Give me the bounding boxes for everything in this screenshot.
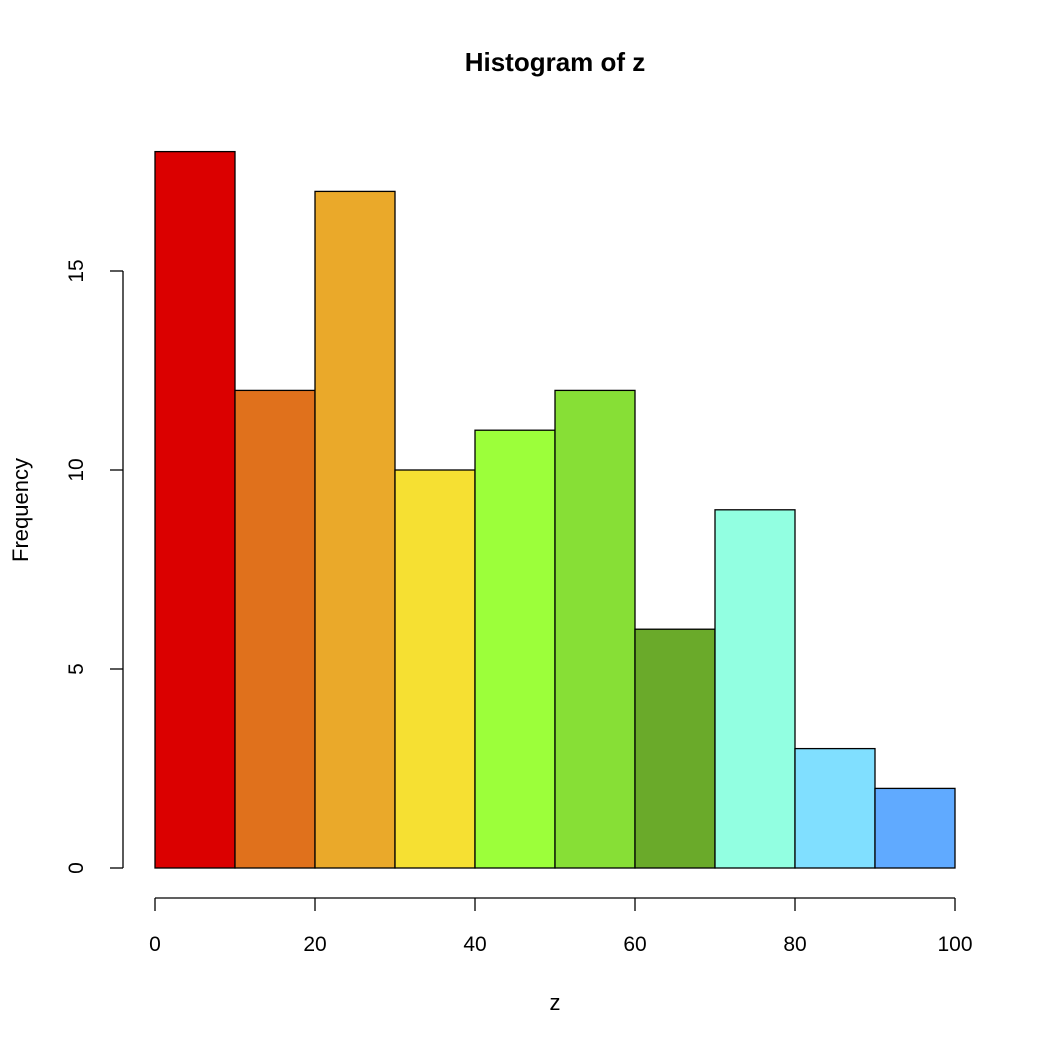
x-tick-label: 40 bbox=[463, 933, 486, 956]
chart-title: Histogram of z bbox=[465, 47, 646, 77]
y-tick-label: 5 bbox=[65, 663, 88, 675]
x-axis-label: z bbox=[550, 990, 561, 1015]
x-tick-label: 60 bbox=[623, 933, 646, 956]
y-tick-label: 10 bbox=[65, 458, 88, 481]
y-tick-label: 0 bbox=[65, 862, 88, 874]
histogram-bar bbox=[234, 389, 316, 869]
x-axis: 0 20 40 60 80 100 bbox=[149, 897, 973, 956]
x-tick-label: 100 bbox=[937, 933, 972, 956]
y-axis-label: Frequency bbox=[8, 458, 33, 562]
x-tick-label: 80 bbox=[783, 933, 806, 956]
histogram-bar bbox=[634, 628, 716, 869]
histogram-bar bbox=[554, 389, 636, 869]
y-axis: 0 5 10 15 bbox=[65, 259, 124, 874]
histogram-bar bbox=[394, 469, 476, 869]
x-tick-label: 0 bbox=[149, 933, 161, 956]
histogram-bar bbox=[154, 150, 236, 869]
x-tick-label: 20 bbox=[303, 933, 326, 956]
histogram-bar bbox=[794, 747, 876, 869]
y-tick-label: 15 bbox=[65, 259, 88, 282]
histogram-bar bbox=[314, 190, 396, 869]
histogram-bar bbox=[874, 787, 956, 869]
bars-group bbox=[154, 150, 956, 869]
histogram-bar bbox=[474, 429, 556, 869]
histogram-bar bbox=[714, 509, 796, 869]
